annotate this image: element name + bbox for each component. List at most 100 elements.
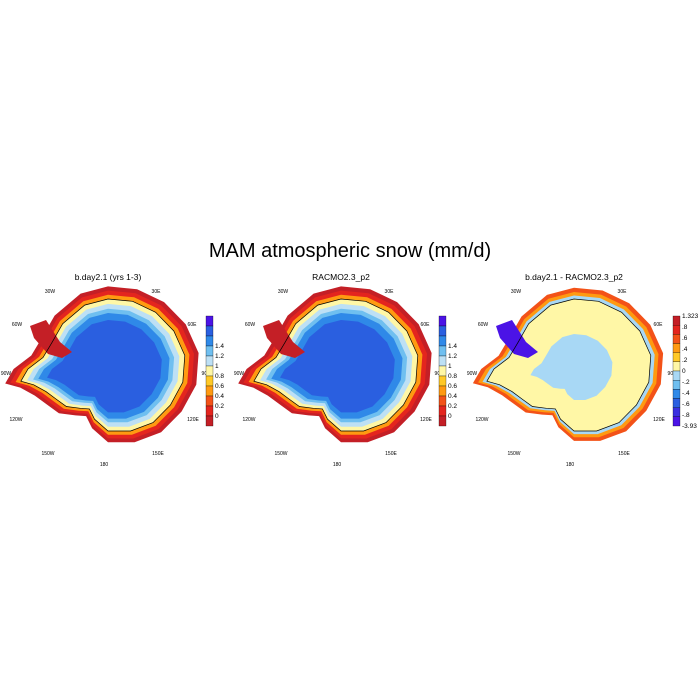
colorbar-label: .2 [682, 357, 688, 364]
map-panel-model: b.day2.1 (yrs 1-3)30W30E60W60E90W90E120W… [1, 272, 225, 468]
colorbar-label: 0.4 [448, 393, 457, 400]
longitude-label: 60E [654, 322, 664, 328]
colorbar-label: -.2 [682, 379, 690, 386]
colorbar-segment [438, 355, 447, 367]
longitude-label: 90E [668, 371, 678, 377]
colorbar-label: 0 [682, 368, 686, 375]
colorbar-segment [672, 315, 681, 326]
coastline [486, 298, 652, 432]
longitude-label: 60W [245, 322, 256, 328]
colorbar-label: 1.2 [448, 353, 457, 360]
peninsula-field [263, 320, 305, 358]
colorbar-segment [672, 407, 681, 417]
colorbar-segment [205, 355, 214, 367]
longitude-label: 120E [187, 417, 199, 423]
field-contour-band [280, 320, 395, 413]
longitude-label: 120W [242, 417, 255, 423]
longitude-label: 30E [152, 289, 162, 295]
colorbar-label: .4 [682, 346, 688, 353]
field-contour-band [530, 334, 613, 400]
peninsula-field [496, 320, 538, 358]
longitude-label: 120E [653, 417, 665, 423]
colorbar-segment [438, 365, 447, 377]
longitude-label: 30W [45, 289, 56, 295]
colorbar-segment [205, 375, 214, 387]
panel-title: b.day2.1 - RACMO2.3_p2 [525, 272, 623, 282]
longitude-label: 30W [511, 289, 522, 295]
colorbar-segment [672, 361, 681, 372]
longitude-label: 150E [618, 451, 630, 457]
colorbar-segment [438, 385, 447, 397]
colorbar-label: 1.323 [682, 313, 699, 320]
colorbar-segment [205, 385, 214, 397]
colorbar-label: 0 [215, 413, 219, 420]
colorbar-label: .6 [682, 335, 688, 342]
colorbar-label: 0.2 [215, 403, 224, 410]
colorbar-segment [672, 380, 681, 390]
longitude-label: 180 [333, 462, 342, 468]
longitude-label: 90W [467, 371, 478, 377]
longitude-label: 120E [420, 417, 432, 423]
panel-title: RACMO2.3_p2 [312, 272, 370, 282]
colorbar-label: .8 [682, 324, 688, 331]
field-contour-band [47, 320, 162, 413]
longitude-label: 60E [188, 322, 198, 328]
panel-title: b.day2.1 (yrs 1-3) [75, 272, 142, 282]
chart-main-title: MAM atmospheric snow (mm/d) [208, 240, 492, 262]
colorbar-label: 1.4 [448, 343, 457, 350]
longitude-label: 150E [152, 451, 164, 457]
colorbar-label: -.4 [682, 390, 690, 397]
colorbar-segment [672, 389, 681, 399]
colorbar-label: -3.93 [682, 423, 697, 430]
colorbar-label: 0.8 [215, 373, 224, 380]
colorbar-segment [205, 405, 214, 417]
longitude-label: 60W [12, 322, 23, 328]
longitude-label: 180 [566, 462, 575, 468]
colorbar-label: -.6 [682, 401, 690, 408]
longitude-label: 60E [421, 322, 431, 328]
colorbar-segment [672, 398, 681, 408]
colorbar-segment [672, 334, 681, 344]
colorbar-segment [672, 343, 681, 353]
colorbar-segment [438, 375, 447, 387]
longitude-label: 30E [618, 289, 628, 295]
colorbar-segment [672, 325, 681, 335]
longitude-label: 150W [507, 451, 520, 457]
longitude-label: 120W [9, 417, 22, 423]
longitude-label: 90W [234, 371, 245, 377]
colorbar-segment [205, 325, 214, 337]
colorbar-segment [672, 416, 681, 427]
longitude-label: 30E [385, 289, 395, 295]
colorbar-segment [672, 352, 681, 362]
colorbar-label: 0.4 [215, 393, 224, 400]
colorbar-label: 1 [448, 363, 452, 370]
colorbar-label: 1 [215, 363, 219, 370]
coastline [253, 298, 419, 432]
colorbar-label: 0 [448, 413, 452, 420]
colorbar-segment [438, 315, 447, 327]
colorbar-label: 0.6 [215, 383, 224, 390]
colorbar-segment [205, 345, 214, 357]
colorbar-label: 1.4 [215, 343, 224, 350]
longitude-label: 150W [274, 451, 287, 457]
colorbar-label: 0.6 [448, 383, 457, 390]
coastline [20, 298, 186, 432]
longitude-label: 150E [385, 451, 397, 457]
colorbar-segment [438, 345, 447, 357]
colorbar-segment [205, 335, 214, 347]
longitude-label: 150W [41, 451, 54, 457]
colorbar-label: 0.8 [448, 373, 457, 380]
colorbar-segment [205, 395, 214, 407]
colorbar-segment [205, 415, 214, 427]
colorbar-segment [672, 370, 681, 381]
map-panel-difference: b.day2.1 - RACMO2.3_p2 30W 30E 60W 60E 90W 90E… [467, 272, 699, 468]
longitude-label: 120W [475, 417, 488, 423]
peninsula-field [30, 320, 72, 358]
colorbar-segment [205, 315, 214, 327]
colorbar-label: 0.2 [448, 403, 457, 410]
map-panel-racmo: RACMO2.3_p230W30E60W60E90W90E120W120E150… [234, 272, 458, 468]
longitude-label: 30W [278, 289, 289, 295]
colorbar-segment [438, 415, 447, 427]
colorbar-segment [438, 395, 447, 407]
colorbar-segment [438, 325, 447, 337]
